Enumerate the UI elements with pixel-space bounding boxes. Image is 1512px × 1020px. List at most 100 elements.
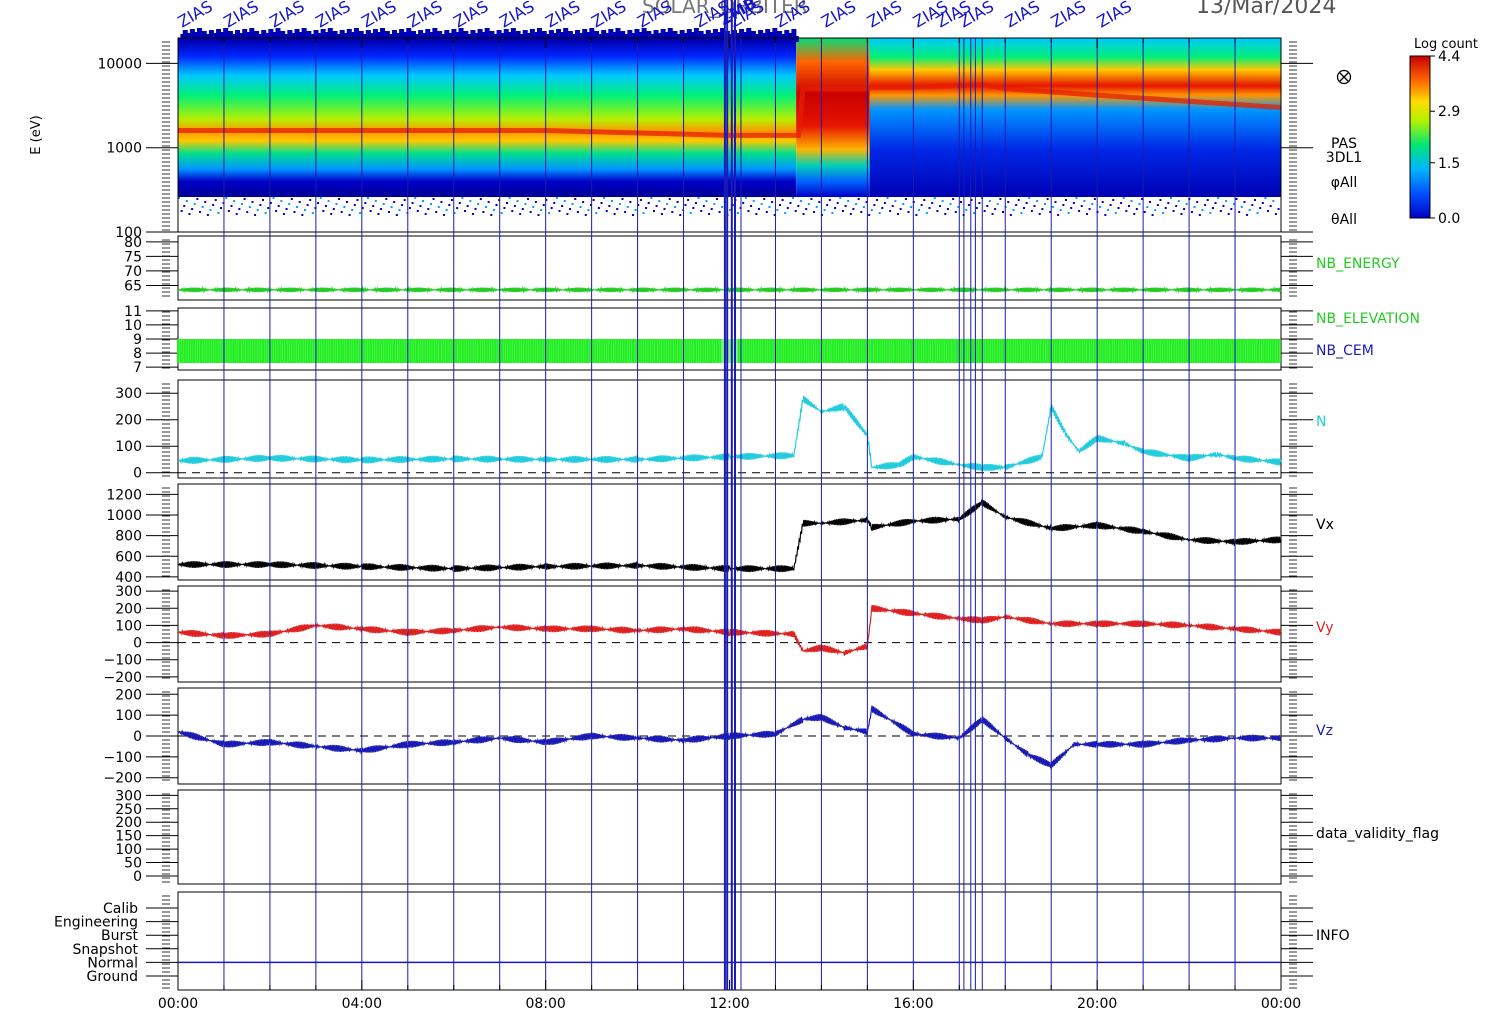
spectrum-speckle — [1246, 214, 1249, 217]
spectrum-edge — [470, 30, 476, 42]
spectrum-speckle — [663, 208, 666, 211]
spectrum-speckle — [673, 206, 676, 209]
spectrum-speckle — [1225, 200, 1228, 203]
spectrum-edge — [216, 29, 222, 42]
spectrum-speckle — [687, 199, 690, 202]
spectrum-speckle — [201, 206, 204, 209]
spectrum-speckle — [639, 199, 642, 202]
y-tick-label: 1200 — [106, 487, 142, 503]
spectrum-speckle — [652, 210, 655, 213]
spectrum-speckle — [1067, 212, 1070, 215]
spectrum-speckle — [1180, 213, 1183, 216]
spectrum-speckle — [369, 210, 372, 213]
spectrum-edge — [418, 30, 424, 42]
spectrum-speckle — [327, 200, 330, 203]
spectrum-speckle — [298, 201, 301, 204]
spectrum-speckle — [1038, 213, 1041, 216]
spectrum-speckle — [411, 202, 414, 205]
spectrum-speckle — [385, 198, 388, 201]
spectrum-speckle — [306, 204, 309, 207]
y-tick-label: 10000 — [97, 56, 142, 72]
spectrum-speckle — [763, 198, 766, 201]
spectrum-speckle — [1162, 212, 1165, 215]
spectrum-speckle — [713, 203, 716, 206]
spectrum-speckle — [534, 201, 537, 204]
spectrum-speckle — [1230, 208, 1233, 211]
spectrum-speckle — [1127, 205, 1130, 208]
plot-date: 13/Mar/2024 — [1196, 0, 1337, 19]
spectrum-speckle — [960, 201, 963, 204]
spectrum-speckle — [671, 211, 674, 214]
spectrum-speckle — [883, 202, 886, 205]
spectrum-speckle — [637, 204, 640, 207]
spectrum-speckle — [432, 198, 435, 201]
spectrum-speckle — [899, 208, 902, 211]
spectrum-edge — [332, 31, 338, 42]
panel-frame — [177, 235, 1282, 301]
spectrum-edge — [268, 29, 274, 42]
y-tick-label: 150 — [115, 829, 142, 845]
spectrum-speckle — [1243, 201, 1246, 204]
x-tick-label: 20:00 — [1077, 996, 1117, 1012]
spectrum-speckle — [1062, 204, 1065, 207]
spectrum-speckle — [700, 210, 703, 213]
spectrum-speckle — [1141, 198, 1144, 201]
spectrum-speckle — [398, 209, 401, 212]
spectrum-speckle — [1277, 208, 1280, 211]
x-tick-label: 04:00 — [342, 996, 382, 1012]
spectrum-speckle — [841, 210, 844, 213]
spectrum-speckle — [364, 202, 367, 205]
spectrum-edge — [313, 30, 319, 42]
spectrum-speckle — [332, 208, 335, 211]
spectrum-speckle — [1030, 210, 1033, 213]
spectrum-edge — [582, 29, 588, 42]
spectrum-speckle — [542, 204, 545, 207]
spectrum-speckle — [445, 209, 448, 212]
info-row-label: Ground — [87, 969, 139, 985]
y-tick-label: 250 — [115, 802, 142, 818]
y-tick-label: 0 — [133, 636, 142, 652]
spectrum-speckle — [1172, 210, 1175, 213]
series-line-density — [177, 395, 1282, 472]
spectrum-speckle — [844, 205, 847, 208]
spectrum-late — [869, 38, 1281, 198]
spectrum-speckle — [508, 197, 511, 200]
event-label: ZIAS — [542, 0, 583, 31]
spectrum-edge — [548, 30, 554, 42]
spectrum-speckle — [353, 204, 356, 207]
colorbar-ramp — [1409, 55, 1431, 219]
spectrum-speckle — [705, 200, 708, 203]
spectrum-speckle — [374, 200, 377, 203]
spectrum-speckle — [1054, 201, 1057, 204]
spectrum-speckle — [487, 201, 490, 204]
spectrum-edge — [529, 29, 535, 42]
right-label: Vy — [1316, 620, 1334, 636]
spectrum-speckle — [797, 205, 800, 208]
spectrum-speckle — [881, 207, 884, 210]
spectrum-speckle — [246, 211, 249, 214]
spectrum-speckle — [429, 203, 432, 206]
spectrum-speckle — [529, 211, 532, 214]
spectrum-edge — [793, 36, 799, 42]
spectrum-speckle — [1206, 199, 1209, 202]
spectrum-speckle — [277, 205, 280, 208]
spectrum-speckle — [624, 211, 627, 214]
spectrum-speckle — [870, 209, 873, 212]
spectrum-speckle — [416, 210, 419, 213]
spectrum-speckle — [419, 205, 422, 208]
spectrum-speckle — [1120, 202, 1123, 205]
y-tick-label: −200 — [104, 771, 142, 787]
info-row-label: Snapshot — [73, 942, 139, 958]
panel-velocity-x: 400 600 800 1000 1200 Vx — [106, 483, 1334, 586]
spectrum-speckle — [191, 208, 194, 211]
right-label: PAS — [1331, 136, 1357, 152]
spectrum-speckle — [1198, 214, 1201, 217]
spectrum-edge — [515, 31, 521, 42]
event-label: ZIAS — [818, 0, 859, 31]
spectrum-speckle — [180, 210, 183, 213]
event-label: ZIAS — [1048, 0, 1089, 31]
y-tick-label: 200 — [115, 413, 142, 429]
x-tick-label: 08:00 — [525, 996, 565, 1012]
spectrum-speckle — [813, 211, 816, 214]
spectrum-edge — [679, 30, 685, 42]
